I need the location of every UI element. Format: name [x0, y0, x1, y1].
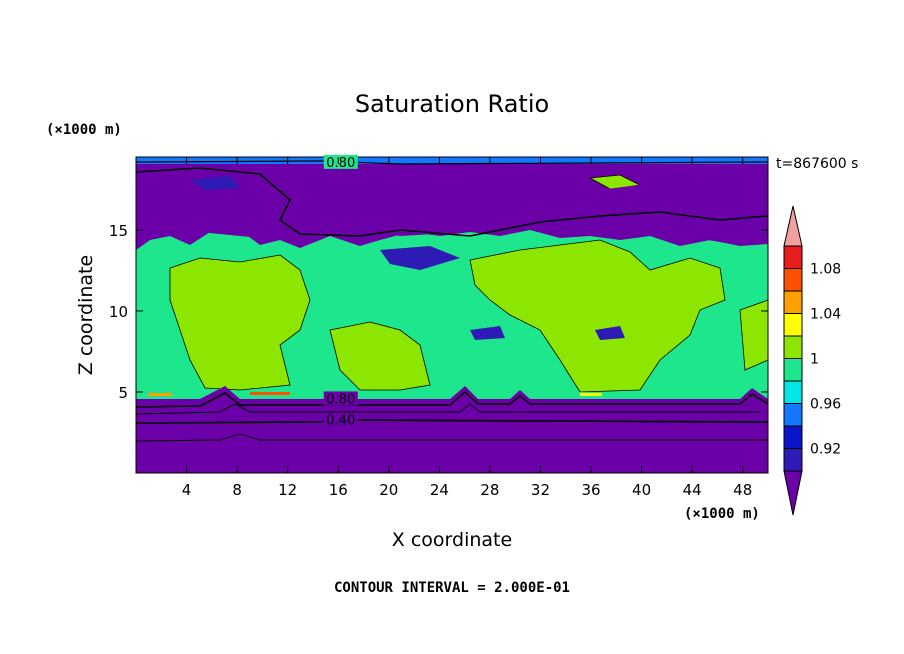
plot-frame: [135, 156, 769, 474]
x-tick-label: 32: [531, 481, 550, 499]
time-label: t=867600 s: [776, 156, 858, 172]
colorbar-swatch: [783, 425, 803, 449]
lower-dry-region: [136, 386, 768, 473]
colorbar-swatch: [783, 448, 803, 472]
x-tick-label: 28: [480, 481, 499, 499]
contour-label: 0.40: [326, 414, 355, 429]
contour-label-bg: [323, 412, 358, 427]
x-tick-label: 16: [329, 481, 348, 499]
x-tick-label: 8: [232, 481, 242, 499]
y-axis-title: Z coordinate: [75, 255, 97, 375]
saturation-field: [136, 157, 768, 473]
surface-warm-spot-1: [148, 393, 172, 396]
contour-label: 0.80: [326, 156, 355, 171]
y-tick-label: 5: [118, 384, 128, 402]
colorbar-tick-label: 0.92: [810, 442, 841, 458]
colorbar-swatch: [783, 335, 803, 359]
contour-080-lower: [136, 390, 768, 408]
contour-080-top: [136, 160, 768, 165]
upper-dry-band: [136, 170, 768, 242]
x-tick-label: 4: [182, 481, 192, 499]
chart-title: Saturation Ratio: [355, 90, 549, 118]
x-axis-title: X coordinate: [392, 529, 512, 551]
dark-blue-pocket-3: [595, 326, 625, 340]
x-tick-label: 20: [379, 481, 398, 499]
x-tick-label: 44: [683, 481, 702, 499]
contour-060-lower: [136, 403, 760, 415]
colorbar-under-triangle: [783, 470, 803, 516]
x-unit-label: (×1000 m): [684, 506, 760, 522]
surface-band: [136, 392, 768, 399]
saturated-patches: [169, 174, 768, 393]
surface-warm-spot-3: [580, 393, 602, 396]
dark-blue-pocket-1: [190, 176, 240, 190]
contour-interval-footer: CONTOUR INTERVAL = 2.000E-01: [334, 580, 570, 596]
colorbar-tick-label: 0.96: [810, 397, 841, 413]
dark-blue-pocket-2: [380, 246, 460, 270]
dark-blue-pocket-4: [470, 326, 505, 340]
contour-label-bg: [323, 154, 358, 169]
surface-warm-spot-2: [250, 392, 290, 395]
contour-label-bg: [323, 391, 358, 406]
colorbar-tick-label: 1.04: [810, 307, 841, 323]
y-tick-label: 10: [109, 303, 128, 321]
x-axis: 4 8 12 16 20 24 28 32 36 40 44 48: [182, 157, 752, 499]
patch-center: [329, 321, 431, 391]
colorbar-over-triangle: [783, 205, 803, 247]
colorbar: 0.92 0.96 1 1.04 1.08: [783, 205, 841, 516]
colorbar-swatch: [783, 358, 803, 382]
x-tick-label: 40: [632, 481, 651, 499]
colorbar-swatch: [783, 290, 803, 314]
contour-020-lower: [136, 433, 768, 442]
contour-labels: 0.80 0.80 0.40: [323, 154, 358, 429]
colorbar-swatch: [783, 245, 803, 269]
contour-080-upper: [136, 167, 768, 237]
dry-pockets: [136, 157, 768, 340]
colorbar-swatch: [783, 268, 803, 292]
colorbar-tick-label: 1.08: [810, 262, 841, 278]
x-tick-label: 36: [581, 481, 600, 499]
colorbar-swatch: [783, 313, 803, 337]
x-tick-label: 24: [430, 481, 449, 499]
x-tick-label: 12: [278, 481, 297, 499]
contour-label: 0.80: [326, 392, 355, 407]
colorbar-swatch: [783, 380, 803, 404]
x-tick-label: 48: [733, 481, 752, 499]
y-axis: 5 10 15: [109, 222, 768, 402]
colorbar-tick-label: 1: [810, 352, 819, 368]
y-tick-label: 15: [109, 222, 128, 240]
z-unit-label: (×1000 m): [46, 122, 122, 138]
cyan-edge-top: [136, 157, 768, 164]
contour-lines: [136, 160, 768, 442]
patch-far-east: [739, 299, 768, 371]
patch-west: [169, 254, 311, 391]
patch-east: [469, 239, 726, 393]
colorbar-swatch: [783, 403, 803, 427]
